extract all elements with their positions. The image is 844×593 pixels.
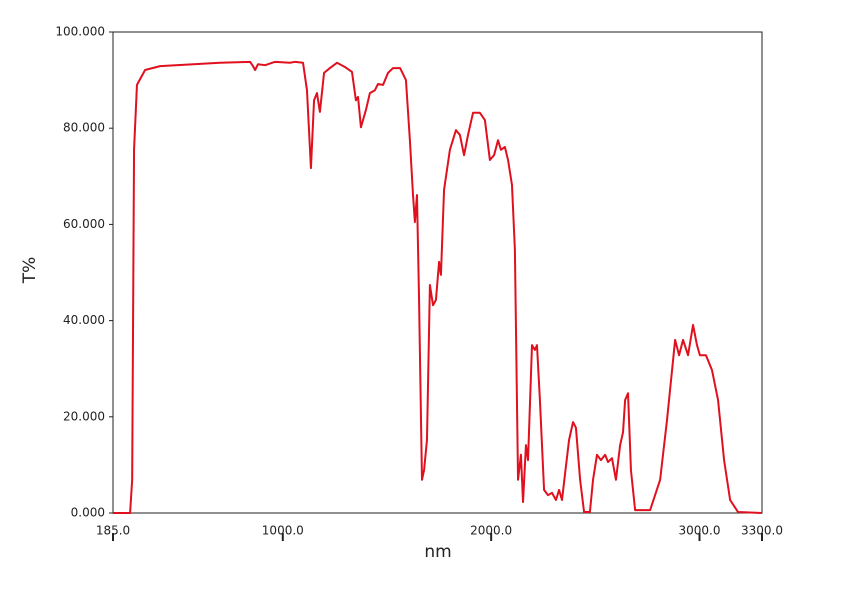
y-tick-label: 100.000 bbox=[55, 25, 105, 39]
x-tick-label: 185.0 bbox=[96, 524, 130, 538]
y-axis-title: T% bbox=[20, 257, 40, 285]
y-tick-label: 20.000 bbox=[63, 409, 105, 423]
y-tick-label: 40.000 bbox=[63, 313, 105, 327]
plot-frame bbox=[112, 31, 763, 514]
x-tick-label: 3300.0 bbox=[741, 524, 783, 538]
x-axis-title: nm bbox=[424, 542, 451, 562]
x-tick-label: 1000.0 bbox=[262, 524, 304, 538]
spectrum-line bbox=[113, 60, 763, 514]
y-tick-label: 60.000 bbox=[63, 217, 105, 231]
y-tick-label: 80.000 bbox=[63, 121, 105, 135]
x-tick-label: 2000.0 bbox=[470, 524, 512, 538]
y-tick-label: 0.000 bbox=[71, 506, 105, 520]
x-tick-label: 3000.0 bbox=[678, 524, 720, 538]
